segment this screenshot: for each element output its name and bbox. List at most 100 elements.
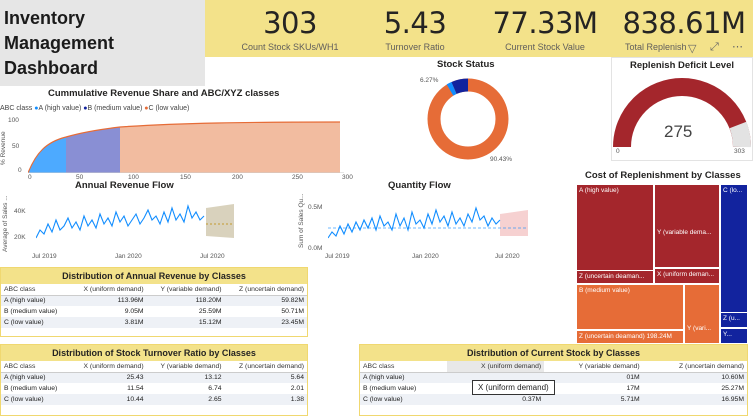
table-cell: A (high value): [360, 372, 448, 383]
col-header[interactable]: Y (variable demand): [544, 361, 643, 373]
annual-revenue-title: Annual Revenue Flow: [75, 180, 174, 191]
kpi-turnover-ratio[interactable]: 5.43 Turnover Ratio: [365, 6, 465, 52]
col-header[interactable]: ABC class: [1, 361, 70, 373]
legend-dot-icon: ●: [144, 105, 149, 112]
quantity-flow-xtick: Jul 2019: [325, 253, 350, 260]
table-row[interactable]: B (medium value) 9.05M 25.59M 50.71M: [1, 306, 307, 317]
table-cell: 118.20M: [146, 295, 225, 306]
table-cell: 5.64: [224, 372, 307, 383]
pareto-xtick: 100: [128, 174, 139, 181]
quantity-flow-ytick: 0.0M: [308, 245, 323, 252]
treemap-title: Cost of Replenishment by Classes: [585, 170, 741, 181]
legend-item-a[interactable]: A (high value): [38, 105, 82, 112]
treemap-cell-a-x[interactable]: X (uniform deman...: [654, 268, 720, 284]
pareto-xtick: 300: [342, 174, 353, 181]
pareto-xtick: 0: [28, 174, 32, 181]
table-cell: 113.96M: [69, 295, 147, 306]
table-title: Distribution of Stock Turnover Ratio by …: [1, 345, 307, 361]
col-header[interactable]: ABC class: [360, 361, 448, 373]
col-header[interactable]: Z (uncertain demand): [224, 284, 307, 296]
kpi-label: Turnover Ratio: [385, 42, 445, 52]
dashboard-title: Inventory Management Dashboard: [0, 0, 205, 86]
annual-revenue-xtick: Jul 2020: [200, 253, 225, 260]
pareto-area-b: [66, 127, 120, 173]
kpi-stock-skus[interactable]: 303 Count Stock SKUs/WH1: [225, 6, 355, 52]
quantity-flow-chart: [328, 206, 528, 239]
col-header[interactable]: X (uniform demand): [69, 284, 147, 296]
pareto-ytick: 50: [12, 143, 20, 150]
quantity-flow-ytick: 0.5M: [308, 204, 323, 211]
gauge-chart: [613, 78, 751, 148]
quantity-flow-line: [328, 206, 501, 239]
pareto-ytick: 100: [8, 117, 19, 124]
annual-revenue-table: Distribution of Annual Revenue by Classe…: [0, 267, 308, 337]
table-cell: 13.12: [146, 372, 225, 383]
title-line-3: Dashboard: [4, 58, 99, 78]
legend-item-c[interactable]: C (low value): [148, 105, 190, 112]
col-header[interactable]: Y (variable demand): [146, 361, 225, 373]
table-cell: 10.60M: [642, 372, 747, 383]
current-stock-table: Distribution of Current Stock by Classes…: [359, 344, 748, 416]
kpi-label: Count Stock SKUs/WH1: [241, 42, 339, 52]
legend-item-b[interactable]: B (medium value): [87, 105, 143, 112]
focus-mode-icon[interactable]: ⤢: [710, 41, 719, 53]
quantity-flow-ylabel: Sum of Sales Qu...: [298, 193, 305, 248]
col-header-hovered[interactable]: X (uniform demand): [447, 361, 545, 373]
col-header[interactable]: Z (uncertain demand): [642, 361, 747, 373]
treemap-cell-c-z[interactable]: Z (u...: [720, 312, 748, 328]
quantity-flow-xtick: Jul 2020: [495, 253, 520, 260]
treemap-cell-b-y[interactable]: Y (vari...: [684, 284, 720, 344]
pareto-area-a: [28, 137, 66, 173]
table-cell: 1.38: [224, 394, 307, 405]
table-cell: A (high value): [1, 295, 70, 306]
table-cell: 23.45M: [224, 317, 307, 328]
treemap-cell-a-y[interactable]: Y (variable dema...: [654, 184, 720, 268]
pareto-chart: [28, 121, 344, 173]
annual-revenue-xtick: Jul 2019: [32, 253, 57, 260]
kpi-total-replenish[interactable]: 838.61M Total Replenish: [617, 6, 751, 52]
table-row[interactable]: C (low value) 0.37M 5.71M 16.95M: [360, 394, 747, 405]
annual-revenue-ylabel: Average of Sales ...: [2, 195, 9, 252]
treemap-cell-c-y[interactable]: Y...: [720, 328, 748, 344]
table-cell: 17M: [626, 385, 640, 392]
table-row[interactable]: B (medium value) 11.54 6.74 2.01: [1, 383, 307, 394]
annual-revenue-chart: [36, 204, 234, 239]
table-row[interactable]: C (low value) 10.44 2.65 1.38: [1, 394, 307, 405]
treemap-cell-a[interactable]: A (high value): [576, 184, 654, 284]
filter-icon[interactable]: ▽: [688, 43, 697, 55]
treemap-cell-b[interactable]: B (medium value): [576, 284, 684, 330]
table-cell: B (medium value): [363, 385, 417, 392]
title-line-1: Inventory: [4, 8, 86, 28]
annual-revenue-xtick: Jan 2020: [115, 253, 142, 260]
legend-dot-icon: ●: [34, 105, 39, 112]
kpi-label: Current Stock Value: [505, 42, 585, 52]
table-cell: 59.82M: [224, 295, 307, 306]
kpi-value: 838.61M: [622, 6, 747, 40]
annual-revenue-line: [36, 204, 205, 239]
annual-revenue-ytick: 20K: [14, 234, 26, 241]
donut-slice-b: [451, 78, 469, 95]
donut-label: 6.27%: [420, 77, 439, 84]
table-cell: 10.44: [69, 394, 147, 405]
table-row[interactable]: A (high value) 01M 10.60M: [360, 372, 747, 383]
kpi-bar: 303 Count Stock SKUs/WH1 5.43 Turnover R…: [205, 0, 753, 57]
kpi-current-stock-value[interactable]: 77.33M Current Stock Value: [485, 6, 605, 52]
treemap-cell-b-z[interactable]: Z (uncertain deamand) 198.24M: [576, 330, 684, 344]
more-options-icon[interactable]: ⋯: [732, 41, 743, 53]
col-header[interactable]: Y (variable demand): [146, 284, 225, 296]
table-row[interactable]: C (low value) 3.81M 15.12M 23.45M: [1, 317, 307, 328]
table-row[interactable]: A (high value) 25.43 13.12 5.64: [1, 372, 307, 383]
quantity-flow-xtick: Jan 2020: [412, 253, 439, 260]
treemap-cell-a-z[interactable]: Z (uncertain deaman...: [576, 270, 654, 284]
table-cell: C (low value): [1, 317, 70, 328]
col-header[interactable]: ABC class: [1, 284, 70, 296]
table-cell: C (low value): [1, 394, 70, 405]
table-cell: 16.95M: [642, 394, 747, 405]
pareto-xtick: 150: [180, 174, 191, 181]
col-header[interactable]: Z (uncertain demand): [224, 361, 307, 373]
table-cell: 25.27M: [721, 385, 744, 392]
table-row[interactable]: B (medium value) 17M 25.27M: [360, 383, 747, 394]
col-header[interactable]: X (uniform demand): [69, 361, 147, 373]
table-row[interactable]: A (high value) 113.96M 118.20M 59.82M: [1, 295, 307, 306]
table-cell: 25.59M: [198, 308, 222, 315]
